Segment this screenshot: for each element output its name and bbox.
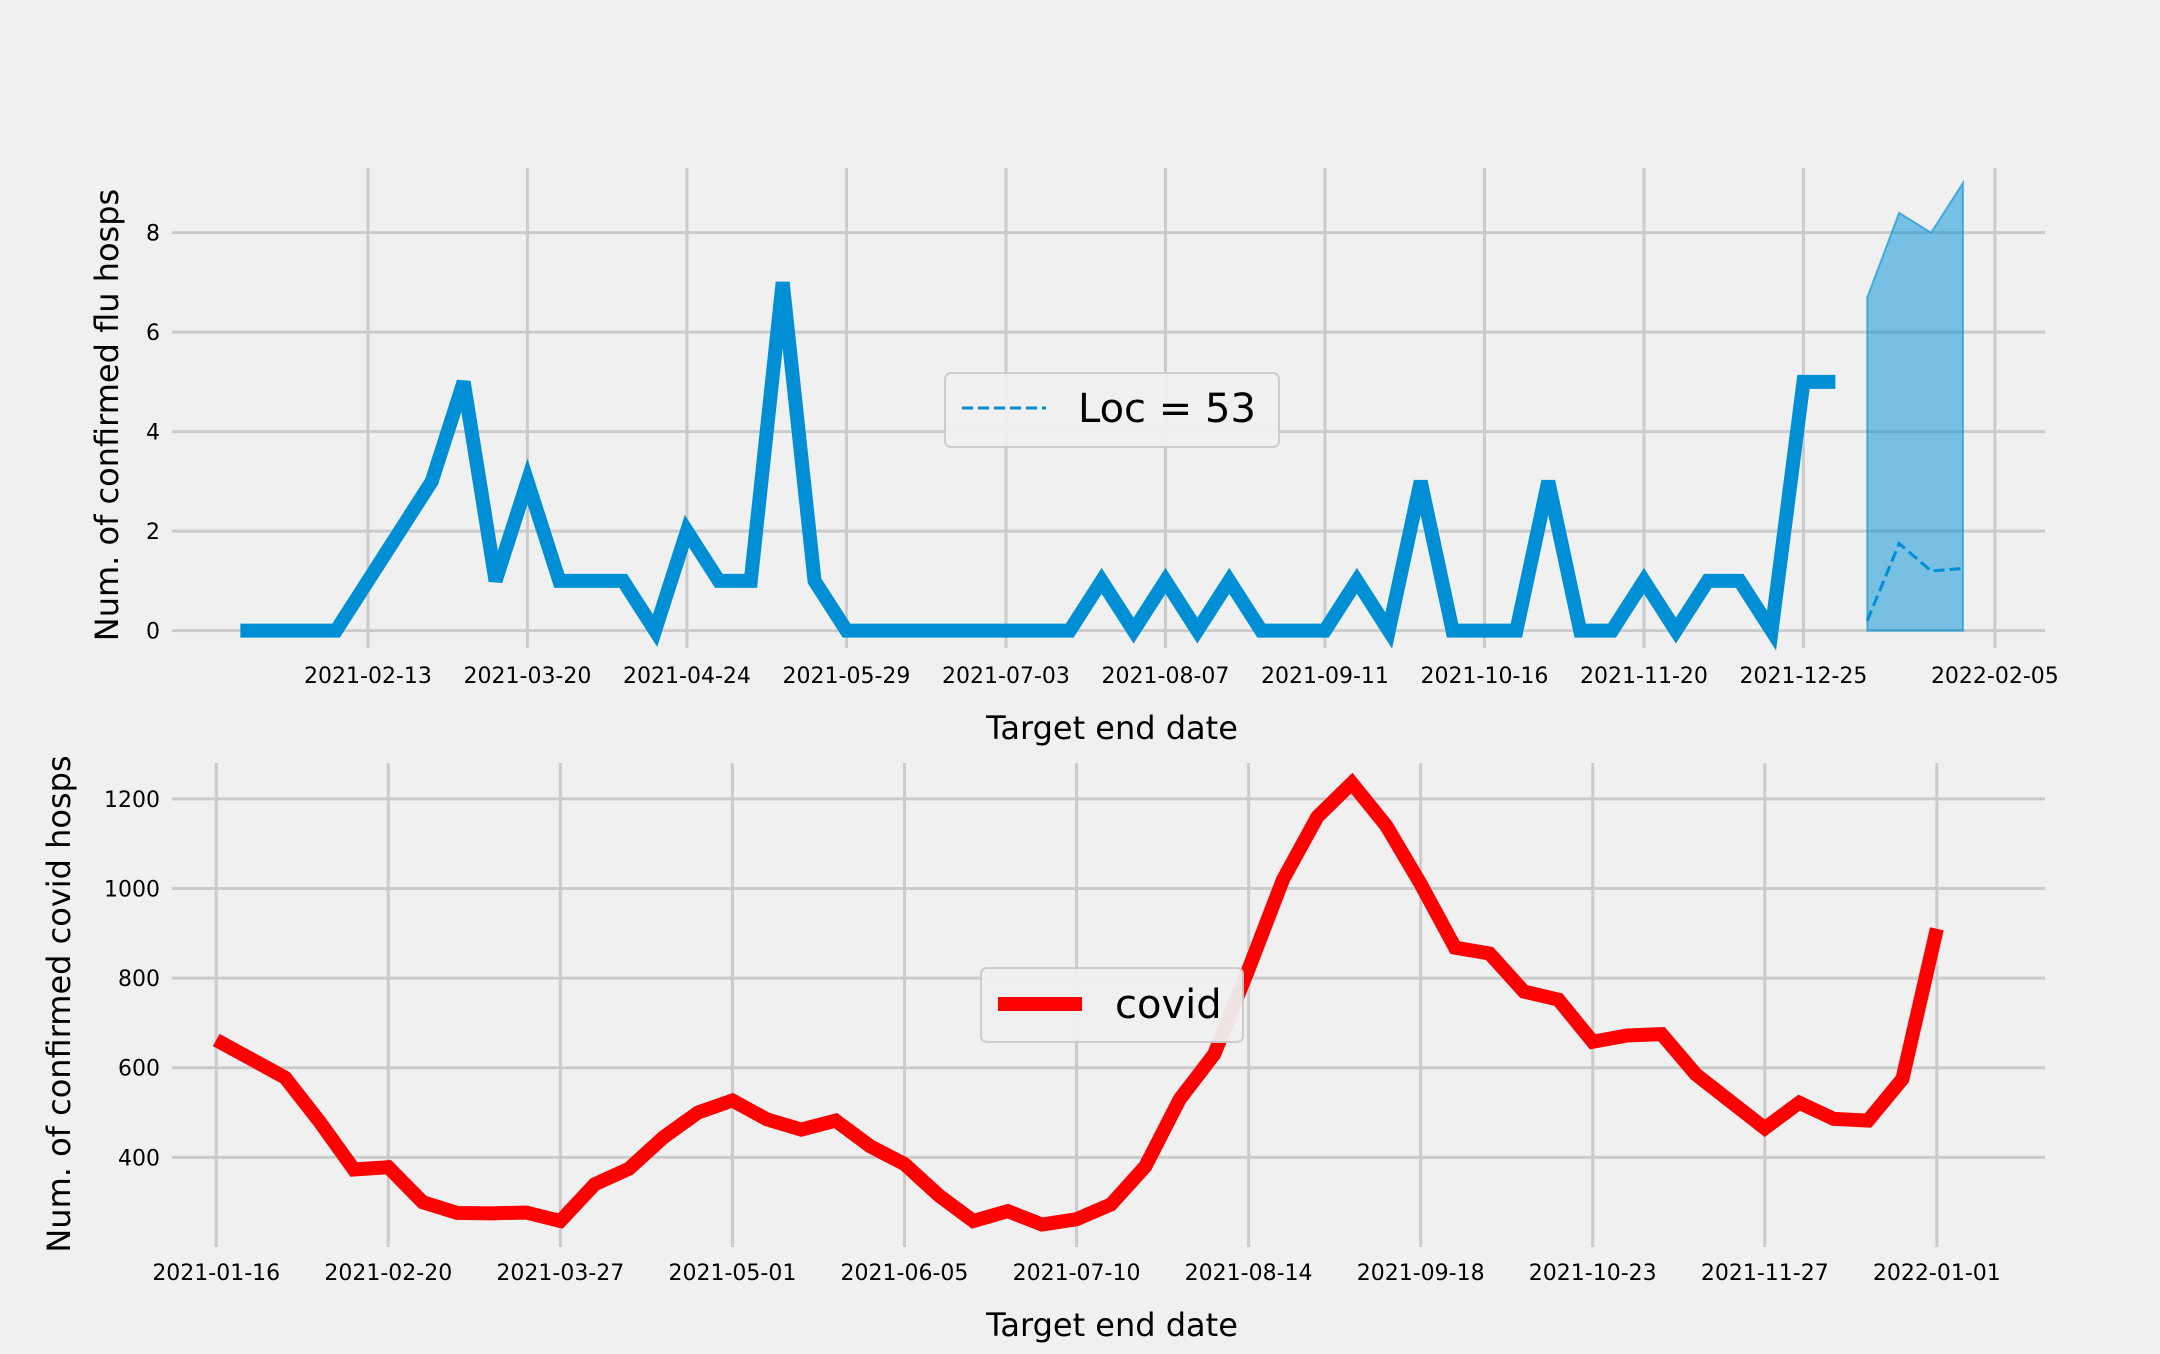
covid-legend-box xyxy=(980,967,1244,1043)
flu-y-axis-label: Num. of confirmed flu hosps xyxy=(88,189,126,641)
flu-x-tick-label: 2021-03-20 xyxy=(464,664,592,689)
covid-x-tick-labels: 2021-01-16 2021-02-20 2021-03-27 2021-05-01… xyxy=(152,1261,2000,1286)
flu-x-tick-label: 2021-05-29 xyxy=(783,664,911,689)
flu-x-tick-label: 2021-02-13 xyxy=(304,664,432,689)
flu-y-tick-label: 4 xyxy=(146,421,160,446)
flu-x-tick-label: 2021-07-03 xyxy=(942,664,1070,689)
covid-x-tick-label: 2021-07-10 xyxy=(1013,1261,1141,1286)
covid-x-tick-label: 2021-08-14 xyxy=(1185,1261,1313,1286)
covid-y-tick-label: 400 xyxy=(118,1146,160,1171)
covid-x-tick-label: 2021-06-05 xyxy=(841,1261,969,1286)
covid-x-tick-label: 2021-01-16 xyxy=(152,1261,280,1286)
flu-y-tick-labels: 0 2 4 6 8 xyxy=(146,222,160,645)
covid-y-tick-label: 1000 xyxy=(104,877,160,902)
covid-x-tick-label: 2021-11-27 xyxy=(1701,1261,1829,1286)
covid-x-tick-label: 2021-05-01 xyxy=(668,1261,796,1286)
covid-observed-line xyxy=(212,772,1944,1232)
covid-legend-label: covid xyxy=(1115,982,1222,1028)
covid-y-tick-label: 600 xyxy=(118,1057,160,1082)
flu-legend: Loc = 53 xyxy=(944,372,1280,448)
flu-y-tick-label: 6 xyxy=(146,321,160,346)
flu-x-tick-label: 2021-12-25 xyxy=(1740,664,1868,689)
covid-x-tick-label: 2022-01-01 xyxy=(1873,1261,2001,1286)
covid-x-tick-label: 2021-10-23 xyxy=(1529,1261,1657,1286)
flu-x-axis-label: Target end date xyxy=(985,709,1238,747)
flu-x-tick-label: 2021-08-07 xyxy=(1102,664,1230,689)
flu-forecast-band xyxy=(1866,179,1964,632)
covid-legend: covid xyxy=(980,967,1244,1043)
flu-x-tick-labels: 2021-02-13 2021-03-20 2021-04-24 2021-05-29… xyxy=(304,664,2059,689)
flu-x-tick-label: 2021-09-11 xyxy=(1261,664,1389,689)
covid-x-axis-label: Target end date xyxy=(985,1306,1238,1344)
flu-x-tick-label: 2022-02-05 xyxy=(1931,664,2059,689)
flu-forecast-line xyxy=(1865,541,1964,622)
flu-y-tick-label: 8 xyxy=(146,222,160,247)
covid-y-axis-label: Num. of confirmed covid hosps xyxy=(40,755,78,1252)
flu-observed-line xyxy=(240,281,1836,651)
flu-series-layer xyxy=(240,281,1964,651)
flu-x-tick-label: 2021-10-16 xyxy=(1421,664,1549,689)
flu-legend-label: Loc = 53 xyxy=(1078,386,1256,432)
flu-y-tick-label: 2 xyxy=(146,520,160,545)
covid-series-layer xyxy=(212,772,1944,1232)
flu-x-tick-label: 2021-04-24 xyxy=(623,664,751,689)
covid-y-tick-labels: 400 600 800 1000 1200 xyxy=(104,788,160,1172)
covid-x-tick-label: 2021-09-18 xyxy=(1357,1261,1485,1286)
flu-forecast-band-layer xyxy=(1866,179,1964,632)
flu-y-tick-label: 0 xyxy=(146,620,160,645)
flu-x-tick-label: 2021-11-20 xyxy=(1580,664,1708,689)
covid-y-tick-label: 1200 xyxy=(104,788,160,813)
covid-y-tick-label: 800 xyxy=(118,967,160,992)
covid-x-tick-label: 2021-02-20 xyxy=(324,1261,452,1286)
flu-legend-box xyxy=(944,372,1280,448)
covid-x-tick-label: 2021-03-27 xyxy=(496,1261,624,1286)
